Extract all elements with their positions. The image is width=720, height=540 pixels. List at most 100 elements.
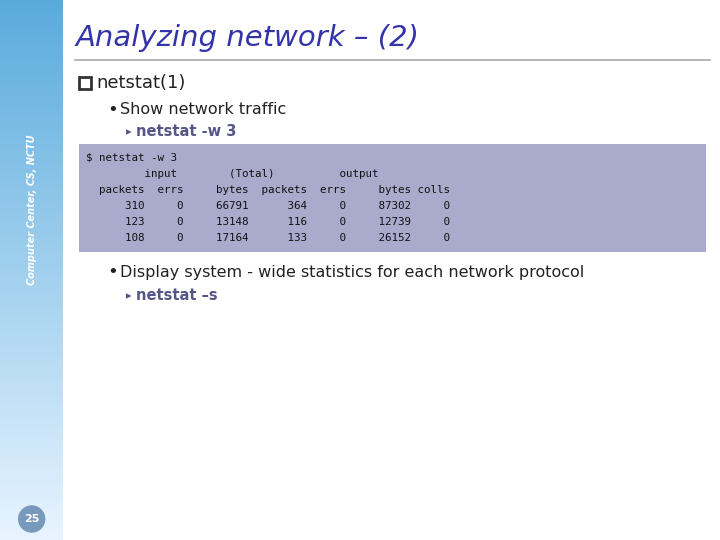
- Bar: [0, 288, 63, 294]
- Bar: [0, 405, 63, 410]
- Bar: [0, 171, 63, 177]
- Bar: [0, 36, 63, 42]
- Bar: [79, 144, 706, 252]
- Text: Show network traffic: Show network traffic: [120, 103, 287, 118]
- Bar: [0, 536, 63, 540]
- Bar: [0, 63, 63, 69]
- Bar: [0, 293, 63, 298]
- Bar: [0, 230, 63, 235]
- Bar: [0, 153, 63, 159]
- Bar: [0, 301, 63, 307]
- Bar: [0, 162, 63, 167]
- Bar: [0, 54, 63, 59]
- Text: Analyzing network – (2): Analyzing network – (2): [76, 24, 419, 52]
- Bar: [0, 369, 63, 375]
- Bar: [0, 351, 63, 356]
- Bar: [0, 266, 63, 271]
- Circle shape: [19, 506, 45, 532]
- Bar: [0, 495, 63, 501]
- Bar: [0, 328, 63, 334]
- Text: 123     0     13148      116     0     12739     0: 123 0 13148 116 0 12739 0: [86, 217, 451, 227]
- Bar: [0, 504, 63, 510]
- Bar: [0, 423, 63, 429]
- Bar: [0, 482, 63, 487]
- Bar: [0, 81, 63, 86]
- Bar: [0, 158, 63, 163]
- Bar: [0, 104, 63, 109]
- Bar: [0, 212, 63, 217]
- Bar: [0, 306, 63, 312]
- Bar: [0, 509, 63, 514]
- Bar: [0, 531, 63, 537]
- Bar: [0, 14, 63, 19]
- Bar: [0, 256, 63, 262]
- Text: 310     0     66791      364     0     87302     0: 310 0 66791 364 0 87302 0: [86, 201, 451, 211]
- Bar: [0, 477, 63, 483]
- Bar: [0, 193, 63, 199]
- Text: $ netstat -w 3: $ netstat -w 3: [86, 153, 177, 163]
- Bar: [0, 418, 63, 424]
- Bar: [0, 9, 63, 15]
- Bar: [0, 117, 63, 123]
- Text: netstat -w 3: netstat -w 3: [136, 125, 237, 139]
- Bar: [0, 166, 63, 172]
- Bar: [0, 392, 63, 397]
- Bar: [0, 486, 63, 491]
- Bar: [0, 315, 63, 321]
- Bar: [0, 459, 63, 464]
- Bar: [0, 472, 63, 478]
- Bar: [0, 202, 63, 208]
- Bar: [0, 360, 63, 366]
- Bar: [0, 355, 63, 361]
- Bar: [0, 220, 63, 226]
- Bar: [0, 436, 63, 442]
- Bar: [0, 432, 63, 437]
- Bar: [0, 40, 63, 46]
- Bar: [0, 126, 63, 132]
- Bar: [0, 77, 63, 82]
- Bar: [0, 468, 63, 474]
- Bar: [0, 207, 63, 213]
- Bar: [0, 310, 63, 316]
- Bar: [0, 31, 63, 37]
- Bar: [0, 90, 63, 96]
- Bar: [0, 428, 63, 433]
- Bar: [0, 18, 63, 24]
- Bar: [0, 72, 63, 78]
- Bar: [0, 94, 63, 100]
- Bar: [0, 463, 63, 469]
- Bar: [0, 279, 63, 285]
- Bar: [0, 297, 63, 302]
- Bar: [0, 85, 63, 91]
- Text: netstat –s: netstat –s: [136, 288, 218, 303]
- Bar: [0, 378, 63, 383]
- Bar: [0, 234, 63, 240]
- Bar: [0, 216, 63, 221]
- Bar: [0, 320, 63, 325]
- Bar: [0, 446, 63, 451]
- Bar: [0, 387, 63, 393]
- Bar: [0, 180, 63, 186]
- Bar: [0, 401, 63, 406]
- Bar: [0, 108, 63, 113]
- Bar: [0, 198, 63, 204]
- Bar: [0, 135, 63, 140]
- Bar: [0, 441, 63, 447]
- Bar: [0, 270, 63, 275]
- Bar: [0, 526, 63, 532]
- Bar: [0, 342, 63, 348]
- Text: packets  errs     bytes  packets  errs     bytes colls: packets errs bytes packets errs bytes co…: [86, 185, 451, 195]
- Bar: [0, 517, 63, 523]
- Bar: [0, 414, 63, 420]
- Bar: [0, 27, 63, 32]
- Bar: [0, 148, 63, 154]
- Bar: [0, 364, 63, 370]
- Bar: [0, 450, 63, 456]
- Bar: [0, 68, 63, 73]
- Text: 25: 25: [24, 514, 40, 524]
- Bar: [0, 396, 63, 402]
- Bar: [0, 382, 63, 388]
- Text: Display system - wide statistics for each network protocol: Display system - wide statistics for eac…: [120, 265, 585, 280]
- Bar: [0, 185, 63, 190]
- Bar: [0, 261, 63, 267]
